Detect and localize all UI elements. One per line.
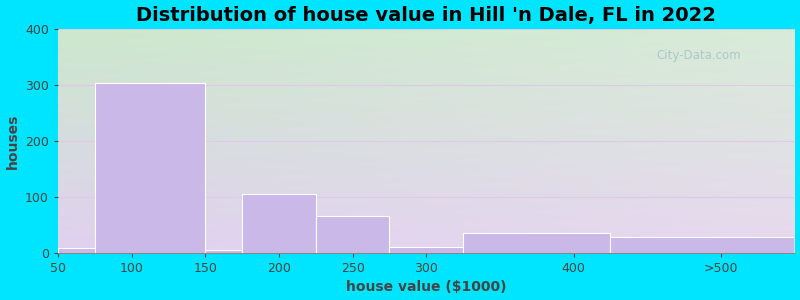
Y-axis label: houses: houses	[6, 113, 19, 169]
Title: Distribution of house value in Hill 'n Dale, FL in 2022: Distribution of house value in Hill 'n D…	[136, 6, 716, 25]
Text: City-Data.com: City-Data.com	[656, 49, 741, 62]
Bar	[95, 83, 206, 253]
Bar	[206, 250, 242, 253]
Bar	[316, 217, 390, 253]
Bar	[58, 248, 169, 253]
Bar	[242, 194, 316, 253]
X-axis label: house value ($1000): house value ($1000)	[346, 280, 506, 294]
Bar	[390, 247, 463, 253]
Bar	[463, 233, 610, 253]
Bar	[610, 237, 794, 253]
